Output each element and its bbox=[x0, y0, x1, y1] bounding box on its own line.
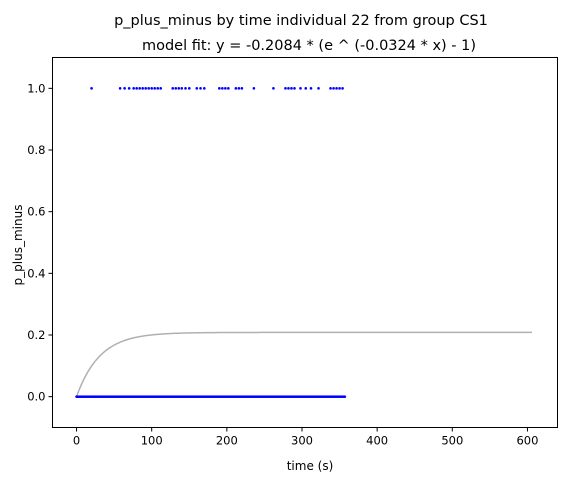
data-point bbox=[341, 87, 344, 90]
y-tick-label: 1.0 bbox=[27, 81, 45, 95]
x-tick-label: 500 bbox=[441, 434, 463, 448]
data-point bbox=[290, 87, 293, 90]
data-point bbox=[237, 87, 241, 90]
data-point bbox=[171, 87, 175, 90]
data-point bbox=[159, 87, 163, 90]
data-point bbox=[138, 87, 141, 90]
data-point bbox=[135, 87, 138, 90]
plot-frame bbox=[52, 57, 558, 428]
data-point bbox=[184, 87, 187, 90]
x-tick-label: 200 bbox=[216, 434, 238, 448]
y-tick-label: 0.6 bbox=[27, 205, 45, 219]
model-fit-line bbox=[75, 331, 532, 397]
data-point bbox=[317, 87, 320, 90]
data-point bbox=[141, 87, 144, 90]
y-axis: 0.0 0.2 0.4 0.6 0.8 1.0 bbox=[27, 81, 53, 404]
data-point bbox=[304, 87, 308, 90]
x-tick-label: 600 bbox=[516, 434, 538, 448]
x-tick-label: 0 bbox=[73, 434, 80, 448]
data-point bbox=[299, 87, 302, 90]
y-axis-label: p_plus_minus bbox=[11, 205, 25, 286]
data-point bbox=[272, 87, 275, 90]
data-point bbox=[332, 87, 335, 90]
data-point bbox=[240, 87, 244, 90]
data-point bbox=[338, 87, 341, 90]
data-point bbox=[309, 87, 313, 90]
x-axis: 0 100 200 300 400 500 600 bbox=[73, 427, 538, 448]
x-axis-label: time (s) bbox=[287, 459, 334, 473]
data-point bbox=[147, 87, 150, 90]
data-point bbox=[287, 87, 290, 90]
data-point bbox=[252, 87, 256, 90]
data-point bbox=[118, 87, 122, 90]
chart-subtitle: model fit: y = -0.2084 * (e ^ (-0.0324 *… bbox=[142, 38, 476, 54]
y-tick-label: 0.8 bbox=[27, 143, 45, 157]
x-tick-label: 400 bbox=[366, 434, 388, 448]
data-point bbox=[156, 87, 160, 90]
data-point bbox=[180, 87, 184, 90]
x-tick-label: 300 bbox=[291, 434, 313, 448]
data-point bbox=[177, 87, 181, 90]
data-point bbox=[329, 87, 332, 90]
data-point bbox=[153, 87, 156, 90]
data-point bbox=[335, 87, 338, 90]
data-point bbox=[195, 87, 199, 90]
data-point bbox=[227, 87, 230, 90]
data-point bbox=[293, 87, 296, 90]
data-point bbox=[284, 87, 287, 90]
data-point bbox=[127, 87, 131, 90]
y-tick-label: 0.2 bbox=[27, 328, 45, 342]
data-point bbox=[150, 87, 153, 90]
data-point bbox=[203, 87, 206, 90]
data-point bbox=[221, 87, 224, 90]
data-point bbox=[132, 87, 135, 90]
data-point bbox=[123, 87, 126, 90]
data-point bbox=[234, 87, 238, 90]
data-point bbox=[187, 87, 191, 90]
plot-area bbox=[75, 87, 532, 398]
x-tick-label: 100 bbox=[141, 434, 163, 448]
data-point bbox=[199, 87, 202, 90]
y-tick-label: 0.0 bbox=[27, 390, 45, 404]
data-point bbox=[90, 87, 93, 90]
y-tick-label: 0.4 bbox=[27, 266, 45, 280]
data-point bbox=[174, 87, 178, 90]
data-point bbox=[224, 87, 227, 90]
chart-title: p_plus_minus by time individual 22 from … bbox=[114, 13, 488, 29]
data-point bbox=[218, 87, 221, 90]
data-point bbox=[144, 87, 147, 90]
data-point bbox=[343, 395, 347, 398]
